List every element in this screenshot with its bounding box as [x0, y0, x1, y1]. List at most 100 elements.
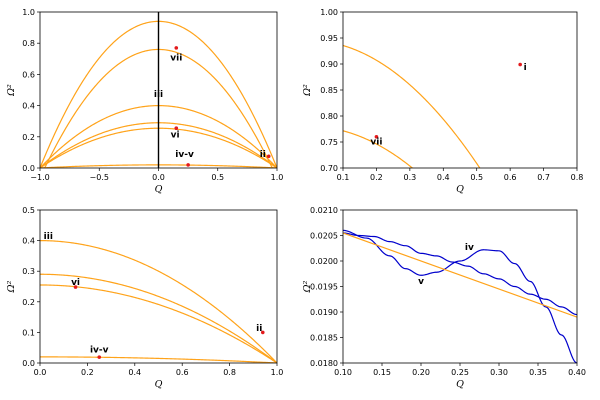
marker-point: [186, 163, 190, 167]
axes-frame: [342, 209, 578, 364]
x-tick-label: 1.0: [271, 173, 284, 182]
x-tick-label: −0.5: [90, 173, 109, 182]
x-tick-label: 0.5: [211, 173, 224, 182]
annotation-label: vi: [71, 278, 80, 288]
y-tick-label: 0.2: [22, 298, 35, 307]
panel-bottom-left: iii vi iv-v ii 0.0 0.2 0.4 0.6 0.8 1.0 0.0 0.1 0.2 0.…: [6, 206, 283, 390]
annotation-label: iv: [465, 243, 474, 253]
orange-curve-band-iv-v: [40, 356, 277, 363]
panel-top-right: i vii 0.1 0.2 0.3 0.4 0.5 0.6 0.7 0.8 0.70 0.75 0.80…: [302, 8, 584, 195]
y-tick-label: 0.0: [22, 359, 35, 368]
x-tick-label: 0.6: [176, 368, 189, 377]
x-tick-label: 0.25: [451, 368, 469, 377]
x-axis-label: Q: [155, 379, 163, 390]
x-tick-label: 0.1: [337, 173, 350, 182]
plot-area: [40, 12, 277, 168]
y-tick-label: 0.0185: [310, 334, 338, 343]
y-tick-label: 0.2: [22, 133, 35, 142]
y-tick-label: 0.75: [320, 138, 338, 147]
annotation-label: iv-v: [90, 345, 109, 355]
panel-bottom-right: iv v 0.10 0.15 0.20 0.25 0.30 0.35 0.40 0.0180 0.0…: [302, 206, 586, 390]
marker-point: [174, 126, 179, 131]
y-tick-label: 0.4: [22, 237, 35, 246]
marker-point: [260, 330, 265, 335]
annotation-label: vi: [171, 131, 180, 141]
axes-frame: [39, 209, 278, 364]
y-tick-label: 0.6: [22, 70, 35, 79]
y-tick-label: 0.0200: [310, 257, 338, 266]
marker-point: [73, 285, 78, 289]
x-tick-label: 0.35: [529, 368, 547, 377]
x-axis-label: Q: [456, 379, 464, 390]
y-tick-label: 0.0190: [310, 308, 338, 317]
orange-curve-band-i: [343, 44, 481, 168]
y-axis-label: Ω²: [6, 84, 17, 97]
x-tick-label: 0.15: [373, 368, 391, 377]
marker-point: [374, 135, 379, 139]
orange-curve-band-iii: [40, 240, 277, 363]
x-tick-label: 0.3: [403, 173, 416, 182]
orange-trend-line: [343, 232, 577, 318]
x-tick-label: 0.8: [223, 368, 236, 377]
plot-area: [40, 240, 277, 363]
plot-area: [343, 44, 522, 168]
y-tick-label: 0.0210: [310, 206, 338, 215]
y-tick-label: 0.4: [22, 102, 35, 111]
y-tick-label: 0.70: [320, 164, 338, 173]
x-tick-label: 0.6: [504, 173, 517, 182]
y-tick-label: 0.0205: [310, 232, 338, 241]
x-tick-label: 0.7: [537, 173, 550, 182]
x-tick-label: 0.5: [470, 173, 483, 182]
x-tick-label: 0.0: [34, 368, 47, 377]
y-tick-label: 0.95: [320, 34, 338, 43]
y-tick-label: 0.5: [22, 206, 35, 215]
annotation-label: vii: [170, 53, 182, 63]
x-tick-label: 0.4: [128, 368, 141, 377]
x-tick-label: 0.8: [571, 173, 584, 182]
y-axis-label: Ω²: [302, 280, 313, 293]
series-line-iv: [343, 232, 577, 316]
y-tick-label: 0.90: [320, 60, 338, 69]
y-tick-label: 0.85: [320, 86, 338, 95]
orange-curve-band-ii: [40, 284, 277, 363]
series-line-v: [343, 229, 577, 363]
marker-point: [266, 154, 271, 159]
annotation-label: ii: [260, 150, 266, 160]
x-tick-label: −1.0: [30, 173, 49, 182]
annotation-label: iv-v: [175, 150, 194, 160]
annotation-label: i: [524, 63, 527, 73]
orange-curve-band-vi: [40, 273, 277, 363]
y-tick-label: 0.8: [22, 39, 35, 48]
y-tick-label: 1.00: [320, 8, 338, 17]
x-tick-label: 0.0: [152, 173, 165, 182]
y-axis-label: Ω²: [302, 84, 313, 97]
marker-point: [97, 355, 102, 359]
y-tick-label: 0.0: [22, 164, 35, 173]
x-tick-label: 0.2: [81, 368, 94, 377]
annotation-label: v: [418, 277, 424, 287]
y-axis-label: Ω²: [6, 280, 17, 293]
plot-area: [343, 229, 577, 363]
x-tick-label: 0.30: [490, 368, 508, 377]
annotation-label: ii: [256, 324, 262, 334]
y-tick-label: 0.3: [22, 267, 35, 276]
y-tick-label: 0.0180: [310, 359, 338, 368]
annotation-label: iii: [154, 90, 163, 100]
annotation-label: vii: [370, 138, 382, 148]
y-tick-label: 0.0195: [310, 283, 338, 292]
x-tick-label: 0.10: [334, 368, 352, 377]
y-tick-label: 0.1: [22, 328, 35, 337]
orange-curve-band-vii: [343, 130, 414, 168]
x-axis-label: Q: [155, 184, 163, 195]
annotation-label: iii: [44, 232, 53, 242]
x-tick-label: 0.2: [370, 173, 383, 182]
x-tick-label: 1.0: [271, 368, 284, 377]
y-tick-label: 0.80: [320, 112, 338, 121]
marker-point: [518, 62, 522, 67]
x-tick-label: 0.20: [412, 368, 430, 377]
marker-point: [174, 46, 179, 50]
x-axis-label: Q: [456, 184, 464, 195]
x-tick-label: 0.40: [568, 368, 586, 377]
x-tick-label: 0.4: [437, 173, 450, 182]
